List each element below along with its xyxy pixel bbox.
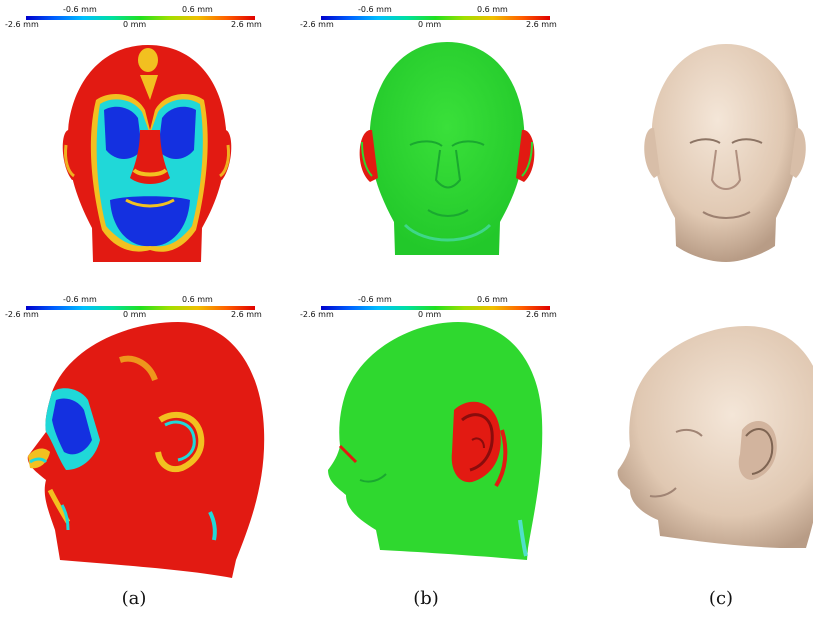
- colorbar-gradient: [26, 306, 255, 310]
- head-a-front: [62, 45, 232, 262]
- colorbar-label-min: -2.6 mm: [300, 310, 334, 319]
- colorbar-label-zero: 0 mm: [418, 20, 442, 29]
- colorbar-b-side: -0.6 mm 0.6 mm -2.6 mm 0 mm 2.6 mm: [300, 290, 557, 320]
- colorbar-label-min: -2.6 mm: [5, 310, 39, 319]
- colorbar-label-mid-low: -0.6 mm: [358, 5, 392, 14]
- caption-b: (b): [413, 588, 439, 609]
- caption-c: (c): [708, 588, 734, 609]
- colorbar-label-zero: 0 mm: [123, 20, 147, 29]
- colorbar-b-front: -0.6 mm 0.6 mm -2.6 mm 0 mm 2.6 mm: [300, 0, 557, 30]
- colorbar-gradient: [321, 306, 550, 310]
- head-c-side: [617, 326, 813, 548]
- colorbar-label-max: 2.6 mm: [526, 20, 557, 29]
- colorbar-a-side: -0.6 mm 0.6 mm -2.6 mm 0 mm 2.6 mm: [5, 290, 262, 320]
- colorbar-label-mid-high: 0.6 mm: [182, 295, 213, 304]
- head-a-side: [27, 322, 265, 578]
- colorbar-label-mid-high: 0.6 mm: [182, 5, 213, 14]
- colorbar-label-mid-high: 0.6 mm: [477, 5, 508, 14]
- caption-a: (a): [121, 588, 147, 609]
- colorbar-label-min: -2.6 mm: [5, 20, 39, 29]
- colorbar-label-max: 2.6 mm: [231, 20, 262, 29]
- colorbar-label-zero: 0 mm: [418, 310, 442, 319]
- colorbar-label-mid-low: -0.6 mm: [63, 5, 97, 14]
- colorbar-label-max: 2.6 mm: [526, 310, 557, 319]
- colorbar-label-mid-low: -0.6 mm: [63, 295, 97, 304]
- colorbar-label-mid-low: -0.6 mm: [358, 295, 392, 304]
- colorbar-label-min: -2.6 mm: [300, 20, 334, 29]
- colorbar-a-front: -0.6 mm 0.6 mm -2.6 mm 0 mm 2.6 mm: [5, 0, 262, 30]
- colorbar-label-mid-high: 0.6 mm: [477, 295, 508, 304]
- colorbar-label-zero: 0 mm: [123, 310, 147, 319]
- head-b-front: [359, 42, 535, 255]
- colorbar-gradient: [321, 16, 550, 20]
- colorbar-label-max: 2.6 mm: [231, 310, 262, 319]
- head-c-front: [644, 44, 806, 262]
- colorbar-gradient: [26, 16, 255, 20]
- head-b-side: [328, 322, 543, 560]
